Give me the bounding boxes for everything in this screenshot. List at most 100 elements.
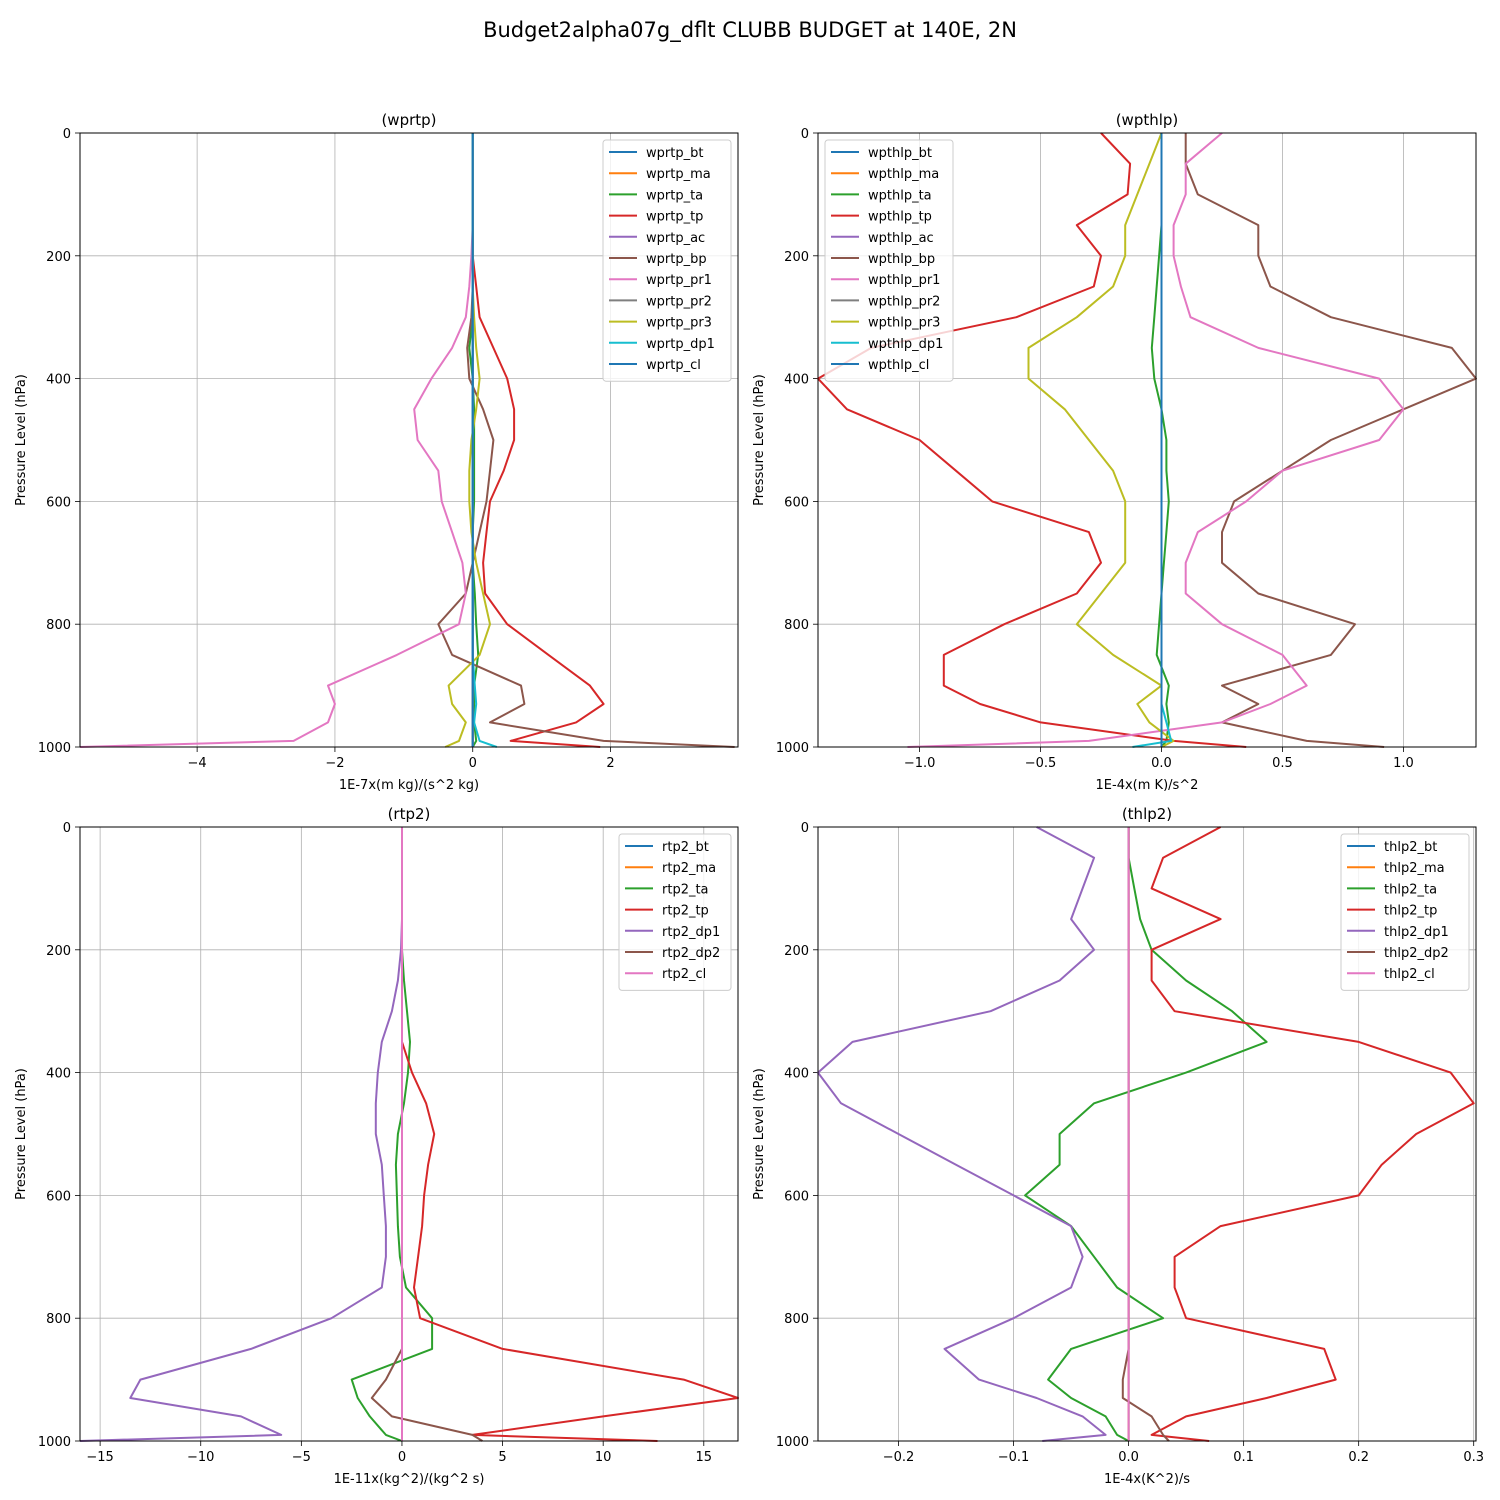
x-tick-label: 1.0 — [1393, 756, 1414, 771]
y-tick-label: 200 — [46, 250, 71, 265]
x-tick-label: −15 — [86, 1450, 113, 1465]
y-tick-label: 600 — [784, 495, 809, 510]
y-tick-label: 1000 — [38, 1435, 71, 1450]
legend-label-thlp2_cl: thlp2_cl — [1384, 967, 1435, 982]
subplot-2: −15 −10 −5 0 5 10 15 0 200 400 600 800 1000 (rtp2) 1E-… — [14, 805, 739, 1487]
series-line-wprtp_pr1 — [79, 133, 474, 748]
axes-frame — [817, 132, 1477, 748]
y-tick-label: 600 — [784, 1189, 809, 1204]
series-line-rtp2_ta — [350, 827, 434, 1442]
legend-label-wprtp_ma: wprtp_ma — [646, 167, 711, 182]
legend-label-rtp2_bt: rtp2_bt — [662, 840, 709, 855]
x-tick-label: −10 — [187, 1450, 214, 1465]
y-tick-label: 200 — [46, 944, 71, 959]
legend-label-thlp2_ma: thlp2_ma — [1384, 861, 1445, 876]
series-line-wpthlp_pr3 — [1027, 132, 1175, 748]
y-tick-label: 800 — [46, 1312, 71, 1327]
legend-label-thlp2_bt: thlp2_bt — [1384, 840, 1437, 855]
legend-label-thlp2_dp1: thlp2_dp1 — [1384, 925, 1449, 940]
x-tick-label: 0.0 — [1151, 756, 1172, 771]
legend-label-wprtp_pr3: wprtp_pr3 — [646, 316, 712, 331]
subplot-title: (wprtp) — [381, 111, 436, 129]
legend: rtp2_bt rtp2_ma rtp2_ta rtp2_tp rtp2_dp1 rtp2… — [618, 833, 732, 991]
legend-label-wpthlp_bp: wpthlp_bp — [868, 252, 935, 267]
legend: wpthlp_bt wpthlp_ma wpthlp_ta wpthlp_tpwpth… — [824, 139, 954, 382]
y-tick-label: 600 — [46, 495, 71, 510]
legend-label-wpthlp_ta: wpthlp_ta — [868, 188, 932, 203]
x-axis-label: 1E-4x(K^2)/s — [1104, 1472, 1190, 1487]
y-tick-label: 200 — [784, 250, 809, 265]
subplot-3: −0.2 −0.1 0.0 0.1 0.2 0.3 0 200 400 600 800 1000 (th… — [752, 805, 1484, 1487]
legend-label-wprtp_pr1: wprtp_pr1 — [646, 273, 712, 288]
y-tick-label: 400 — [46, 373, 71, 388]
legend-label-wprtp_ta: wprtp_ta — [646, 188, 703, 203]
x-tick-label: 0 — [398, 1450, 406, 1465]
x-tick-label: −0.2 — [883, 1450, 915, 1465]
legend: wprtp_bt wprtp_ma wprtp_ta wprtp_tp wprtp_ac… — [602, 139, 732, 382]
x-tick-label: 0 — [469, 756, 477, 771]
y-tick-label: 200 — [784, 944, 809, 959]
x-tick-label: 2 — [606, 756, 614, 771]
legend-label-wpthlp_pr1: wpthlp_pr1 — [868, 273, 940, 288]
series-line-wpthlp_pr1 — [907, 132, 1405, 748]
x-tick-label: 5 — [498, 1450, 506, 1465]
legend-label-wpthlp_ma: wpthlp_ma — [868, 167, 939, 182]
legend-label-thlp2_dp2: thlp2_dp2 — [1384, 946, 1449, 961]
figure-suptitle: Budget2alpha07g_dflt CLUBB BUDGET at 140… — [483, 18, 1017, 43]
y-tick-label: 0 — [801, 127, 809, 142]
y-tick-label: 1000 — [776, 741, 809, 756]
x-tick-label: 0.0 — [1118, 1450, 1139, 1465]
legend-label-wpthlp_cl: wpthlp_cl — [868, 358, 929, 373]
series-line-thlp2_tp — [1150, 826, 1475, 1442]
y-axis-label: Pressure Level (hPa) — [752, 374, 767, 506]
y-tick-label: 0 — [63, 127, 71, 142]
axes-frame — [817, 826, 1477, 1442]
legend-label-rtp2_dp1: rtp2_dp1 — [662, 925, 720, 940]
series-line-wpthlp_bp — [1184, 133, 1477, 748]
subplot-title: (rtp2) — [388, 805, 431, 823]
series-line-rtp2_dp1 — [79, 827, 403, 1442]
y-tick-label: 400 — [784, 373, 809, 388]
x-tick-label: 15 — [696, 1450, 713, 1465]
legend-label-wpthlp_bt: wpthlp_bt — [868, 146, 932, 161]
legend-label-wprtp_pr2: wprtp_pr2 — [646, 294, 712, 309]
series-line-wpthlp_tp — [817, 132, 1247, 748]
y-tick-label: 1000 — [38, 741, 71, 756]
legend-label-wpthlp_ac: wpthlp_ac — [868, 231, 934, 246]
y-tick-label: 800 — [46, 618, 71, 633]
legend-label-wprtp_ac: wprtp_ac — [646, 231, 705, 246]
y-tick-label: 400 — [46, 1067, 71, 1082]
y-tick-label: 0 — [63, 821, 71, 836]
y-axis-label: Pressure Level (hPa) — [752, 1068, 767, 1200]
x-tick-label: 0.1 — [1233, 1450, 1254, 1465]
legend: thlp2_bt thlp2_ma thlp2_ta thlp2_tp thlp2_dp… — [1340, 833, 1470, 991]
legend-label-thlp2_tp: thlp2_tp — [1384, 904, 1437, 919]
legend-label-rtp2_dp2: rtp2_dp2 — [662, 946, 720, 961]
legend-label-wprtp_tp: wprtp_tp — [646, 210, 703, 225]
subplot-title: (thlp2) — [1122, 805, 1172, 823]
legend-label-wpthlp_pr3: wpthlp_pr3 — [868, 316, 940, 331]
axes-frame — [79, 826, 739, 1442]
x-tick-label: 0.2 — [1348, 1450, 1369, 1465]
y-tick-label: 1000 — [776, 1435, 809, 1450]
x-tick-label: 0.3 — [1463, 1450, 1484, 1465]
subplot-0: −4 −2 0 2 0 200 400 600 800 1000 (wprtp) 1E-7x(m kg… — [14, 111, 739, 793]
y-tick-label: 400 — [784, 1067, 809, 1082]
y-tick-label: 800 — [784, 618, 809, 633]
legend-label-wpthlp_pr2: wpthlp_pr2 — [868, 294, 940, 309]
series-line-thlp2_ta — [1024, 827, 1268, 1442]
y-tick-label: 0 — [801, 821, 809, 836]
x-tick-label: 10 — [595, 1450, 612, 1465]
legend-label-wpthlp_dp1: wpthlp_dp1 — [868, 337, 943, 352]
y-tick-label: 800 — [784, 1312, 809, 1327]
series-line-thlp2_dp2 — [1121, 827, 1170, 1442]
legend-label-thlp2_ta: thlp2_ta — [1384, 882, 1437, 897]
legend-label-rtp2_ta: rtp2_ta — [662, 882, 709, 897]
x-tick-label: −4 — [188, 756, 207, 771]
axes-frame — [79, 132, 739, 748]
y-tick-label: 600 — [46, 1189, 71, 1204]
x-tick-label: −5 — [292, 1450, 311, 1465]
x-tick-label: 0.5 — [1272, 756, 1293, 771]
x-tick-label: −0.5 — [1025, 756, 1057, 771]
subplot-title: (wpthlp) — [1116, 111, 1179, 129]
